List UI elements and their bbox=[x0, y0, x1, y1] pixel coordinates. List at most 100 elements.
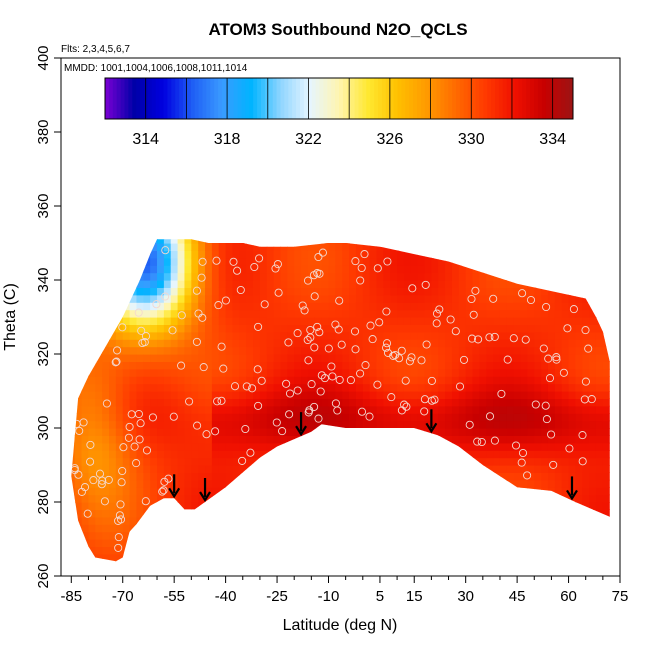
heatmap-cell bbox=[177, 546, 186, 555]
heatmap-cell bbox=[301, 531, 309, 540]
heatmap-cell bbox=[246, 398, 254, 407]
heatmap-cell bbox=[541, 509, 549, 518]
heatmap-cell bbox=[362, 435, 371, 444]
heatmap-cell bbox=[239, 494, 247, 503]
heatmap-cell bbox=[157, 553, 165, 562]
heatmap-cell bbox=[547, 524, 556, 533]
heatmap-cell bbox=[451, 346, 460, 355]
heatmap-cell bbox=[129, 494, 138, 503]
heatmap-cell bbox=[479, 539, 487, 547]
heatmap-cell bbox=[143, 239, 151, 244]
x-axis: -85 -70 -55 -40 -25 -10 5 15 30 45 60 75 bbox=[60, 576, 628, 605]
heatmap-cell bbox=[458, 383, 467, 392]
heatmap-cell bbox=[589, 561, 597, 562]
heatmap-cell bbox=[527, 524, 535, 533]
heatmap-cell bbox=[417, 450, 426, 459]
heatmap-cell bbox=[582, 302, 590, 311]
heatmap-cell bbox=[211, 280, 220, 288]
heatmap-cell bbox=[541, 450, 549, 459]
heatmap-cell bbox=[163, 516, 172, 525]
heatmap-cell bbox=[157, 272, 165, 281]
sample-point bbox=[219, 364, 228, 373]
heatmap-cell bbox=[383, 309, 391, 318]
heatmap-cell bbox=[294, 361, 302, 370]
heatmap-cell bbox=[273, 376, 282, 385]
heatmap-cell bbox=[218, 546, 227, 555]
heatmap-cell bbox=[493, 324, 501, 333]
heatmap-cell bbox=[376, 487, 384, 496]
heatmap-cell bbox=[205, 250, 213, 259]
heatmap-cell bbox=[568, 457, 577, 466]
heatmap-cell bbox=[575, 546, 583, 555]
heatmap-cell bbox=[479, 509, 487, 518]
heatmap-cell bbox=[259, 324, 268, 333]
heatmap-cell bbox=[349, 376, 357, 385]
heatmap-cell bbox=[253, 420, 261, 429]
heatmap-cell bbox=[589, 450, 597, 459]
heatmap-cell bbox=[211, 294, 220, 303]
sample-point bbox=[465, 420, 474, 429]
heatmap-cell bbox=[547, 398, 556, 407]
heatmap-cell bbox=[342, 317, 350, 325]
heatmap-cell bbox=[109, 294, 117, 303]
heatmap-cell bbox=[397, 243, 405, 251]
heatmap-cell bbox=[595, 487, 604, 496]
heatmap-cell bbox=[506, 368, 515, 377]
heatmap-cell bbox=[95, 479, 103, 488]
heatmap-field bbox=[71, 239, 610, 562]
heatmap-cell bbox=[424, 546, 432, 555]
heatmap-cell bbox=[109, 302, 117, 311]
heatmap-cell bbox=[383, 339, 391, 348]
heatmap-cell bbox=[451, 524, 460, 533]
heatmap-cell bbox=[465, 346, 474, 355]
heatmap-cell bbox=[438, 302, 446, 311]
heatmap-cell bbox=[349, 317, 357, 325]
heatmap-cell bbox=[74, 502, 83, 510]
heatmap-cell bbox=[458, 398, 467, 407]
heatmap-cell bbox=[122, 465, 131, 473]
heatmap-cell bbox=[369, 309, 378, 318]
heatmap-cell bbox=[198, 354, 206, 362]
sample-point bbox=[432, 319, 441, 328]
heatmap-cell bbox=[493, 376, 501, 385]
heatmap-cell bbox=[314, 524, 323, 533]
heatmap-cell bbox=[486, 265, 494, 274]
heatmap-cell bbox=[71, 324, 76, 333]
heatmap-cell bbox=[225, 239, 234, 244]
heatmap-cell bbox=[486, 346, 494, 355]
heatmap-cell bbox=[307, 472, 316, 481]
heatmap-cell bbox=[355, 539, 364, 547]
heatmap-cell bbox=[253, 524, 261, 533]
heatmap-cell bbox=[561, 361, 570, 370]
heatmap-cell bbox=[301, 561, 309, 562]
heatmap-cell bbox=[184, 368, 192, 377]
heatmap-cell bbox=[328, 487, 336, 496]
heatmap-cell bbox=[417, 383, 426, 392]
heatmap-cell bbox=[294, 354, 302, 362]
heatmap-cell bbox=[253, 442, 261, 451]
heatmap-cell bbox=[554, 546, 563, 555]
heatmap-cell bbox=[438, 524, 446, 533]
heatmap-cell bbox=[403, 383, 412, 392]
heatmap-cell bbox=[493, 494, 501, 503]
heatmap-cell bbox=[205, 383, 213, 392]
heatmap-cell bbox=[589, 243, 597, 251]
heatmap-cell bbox=[122, 383, 131, 392]
colorbar-segment bbox=[194, 78, 200, 119]
sample-point bbox=[432, 309, 442, 318]
heatmap-cell bbox=[547, 391, 556, 399]
heatmap-cell bbox=[136, 405, 144, 414]
heatmap-cell bbox=[287, 487, 295, 496]
heatmap-cell bbox=[157, 561, 165, 562]
heatmap-cell bbox=[129, 539, 138, 547]
sample-point bbox=[98, 476, 107, 485]
heatmap-cell bbox=[184, 250, 192, 259]
heatmap-cell bbox=[143, 502, 151, 510]
heatmap-cell bbox=[472, 324, 480, 333]
heatmap-cell bbox=[383, 509, 391, 518]
heatmap-cell bbox=[362, 243, 371, 251]
heatmap-cell bbox=[74, 413, 83, 422]
heatmap-cell bbox=[71, 457, 76, 466]
heatmap-cell bbox=[88, 531, 96, 540]
